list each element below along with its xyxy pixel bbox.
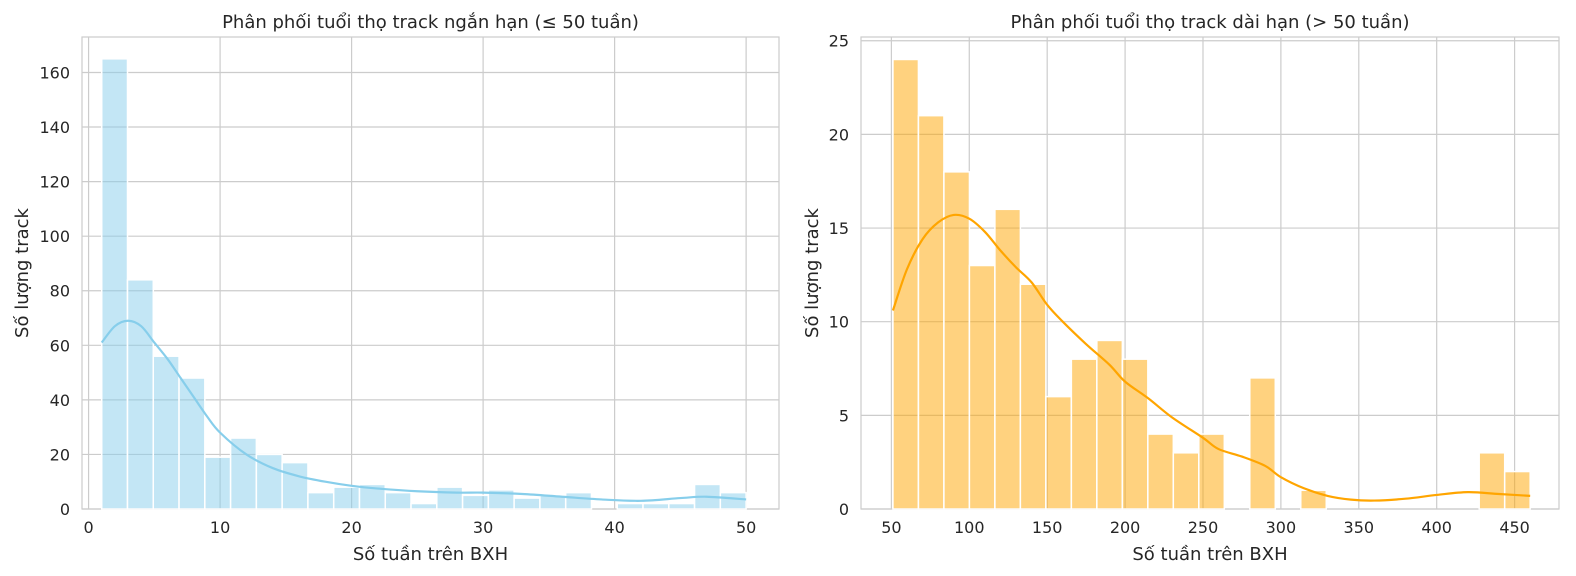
- y-tick-label: 10: [829, 313, 849, 332]
- histogram-bar: [178, 377, 206, 510]
- y-axis-label: Số lượng track: [12, 207, 33, 338]
- x-tick-label: 50: [736, 518, 756, 537]
- x-tick-label: 20: [341, 518, 361, 537]
- x-tick-label: 450: [1499, 518, 1530, 537]
- x-tick-label: 200: [1110, 518, 1141, 537]
- y-tick-label: 60: [50, 336, 70, 355]
- x-tick-label: 30: [473, 518, 493, 537]
- histogram-bar: [564, 491, 593, 510]
- y-tick-label: 0: [60, 500, 70, 519]
- chart-title: Phân phối tuổi thọ track dài hạn (> 50 t…: [1010, 12, 1409, 33]
- histogram-bar: [126, 279, 155, 510]
- histogram-bar: [994, 208, 1022, 510]
- kde-line: [100, 319, 747, 502]
- histogram-bar: [100, 58, 129, 510]
- histogram-bar: [892, 58, 920, 510]
- histogram-bar: [968, 264, 996, 510]
- histogram-bar: [1249, 377, 1277, 510]
- chart-long-term: 50 100 150 200 250 300 350 400 450 0 5 10 15 20 25 Ph…: [802, 12, 1560, 565]
- x-tick-label: 300: [1266, 518, 1297, 537]
- x-tick-label: 10: [210, 518, 230, 537]
- y-tick-label: 80: [50, 282, 70, 301]
- histogram-bar: [1198, 433, 1226, 510]
- histogram-bar: [384, 491, 412, 510]
- histogram-bar: [1503, 470, 1531, 510]
- chart-short-term: 0 10 20 30 40 50 0 20 40 60 80 100 120 140 160 Phân p…: [12, 12, 780, 565]
- histogram-bar: [1478, 452, 1506, 510]
- x-tick-label: 150: [1032, 518, 1063, 537]
- histogram-bar: [1045, 395, 1073, 510]
- histogram-bar: [1019, 283, 1047, 510]
- histogram-bar: [204, 456, 232, 510]
- histogram-bar: [229, 437, 258, 510]
- y-axis-label: Số lượng track: [802, 207, 823, 338]
- x-tick-label: 40: [604, 518, 624, 537]
- histogram-bar: [668, 502, 696, 510]
- y-tick-label: 120: [39, 173, 70, 192]
- x-tick-label: 350: [1344, 518, 1375, 537]
- y-tick-label: 160: [39, 63, 70, 82]
- y-tick-label: 100: [39, 227, 70, 246]
- histogram-bar: [307, 491, 335, 510]
- histogram-bar: [1172, 452, 1200, 510]
- histogram-bar: [1070, 358, 1098, 510]
- y-tick-label: 20: [829, 125, 849, 144]
- x-tick-label: 0: [83, 518, 93, 537]
- histogram-bar: [1147, 433, 1175, 510]
- histogram-bar: [642, 502, 670, 510]
- histogram-bar: [332, 486, 361, 510]
- histogram-bar: [436, 486, 464, 510]
- histogram-bar: [281, 461, 309, 510]
- x-tick-label: 100: [954, 518, 985, 537]
- histogram-bar: [410, 502, 438, 510]
- histogram-bar: [616, 502, 644, 510]
- x-tick-label: 400: [1421, 518, 1452, 537]
- histogram-bar: [1300, 489, 1328, 510]
- kde-line: [891, 213, 1531, 502]
- y-tick-label: 5: [839, 406, 849, 425]
- histogram-bar: [943, 171, 971, 510]
- histogram-bar: [513, 497, 541, 510]
- y-tick-label: 15: [829, 219, 849, 238]
- chart-title: Phân phối tuổi thọ track ngắn hạn (≤ 50 …: [222, 12, 639, 33]
- y-tick-label: 140: [39, 118, 70, 137]
- x-tick-label: 50: [881, 518, 901, 537]
- y-tick-label: 0: [839, 500, 849, 519]
- histogram-bar: [152, 355, 180, 510]
- x-tick-label: 250: [1188, 518, 1219, 537]
- y-tick-label: 20: [50, 445, 70, 464]
- y-tick-label: 40: [50, 391, 70, 410]
- histogram-bar: [461, 494, 490, 510]
- histogram-bar: [917, 114, 945, 510]
- x-axis-label: Số tuần trên BXH: [353, 544, 508, 565]
- histogram-bar: [719, 491, 747, 510]
- x-axis-label: Số tuần trên BXH: [1132, 544, 1287, 565]
- histogram-bar: [1096, 339, 1124, 510]
- y-tick-label: 25: [829, 32, 849, 51]
